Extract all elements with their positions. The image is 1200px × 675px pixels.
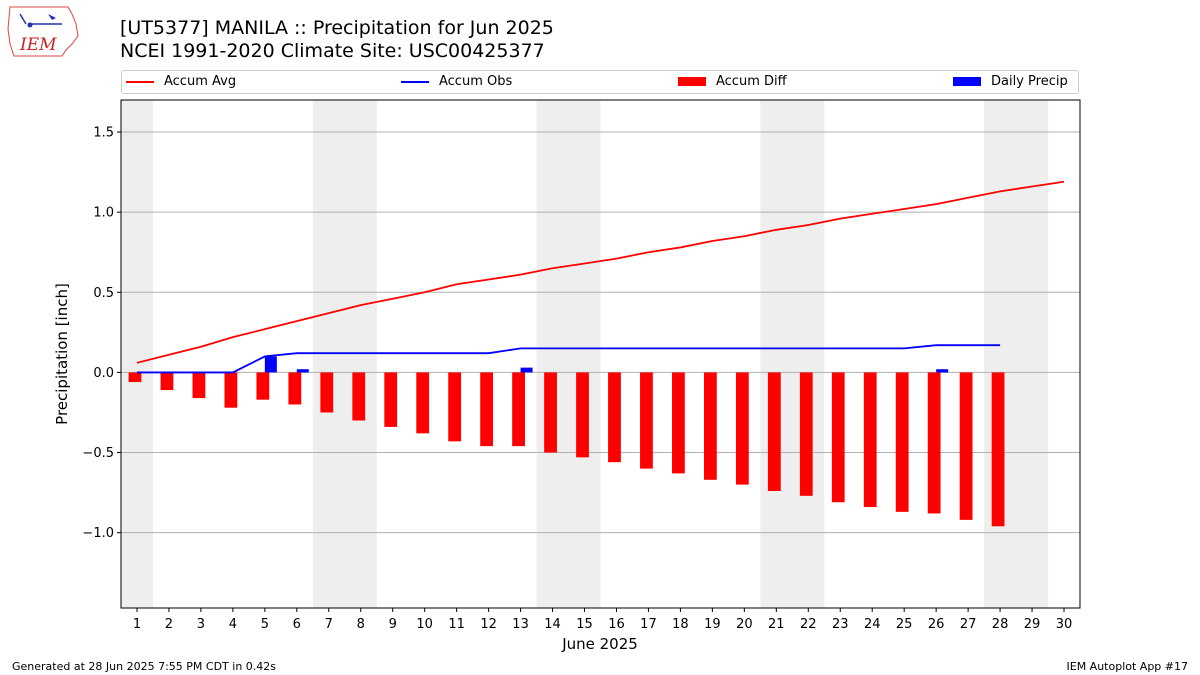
accum-diff-bar — [224, 372, 238, 408]
daily-precip-bar — [264, 356, 277, 373]
accum-diff-bar — [544, 372, 557, 453]
weekend-shade — [760, 100, 825, 608]
x-tick-label: 16 — [608, 617, 625, 632]
accum-diff-bar — [128, 372, 142, 383]
x-tick-label: 14 — [544, 617, 561, 632]
daily-precip-bar — [520, 367, 533, 373]
x-tick-label: 4 — [229, 617, 237, 632]
y-tick-label: 0.5 — [93, 286, 114, 301]
legend-swatch-accum-diff — [678, 77, 706, 86]
accum-diff-bar — [256, 372, 270, 400]
legend-swatch-daily-precip — [953, 77, 981, 86]
x-tick-label: 23 — [832, 617, 849, 632]
accum-diff-bar — [799, 372, 813, 496]
accum-diff-bar — [863, 372, 877, 508]
accum-diff-bar — [352, 372, 366, 421]
accum-diff-bar — [767, 372, 781, 492]
footer-app: IEM Autoplot App #17 — [1066, 660, 1189, 673]
accum-diff-bar — [927, 372, 941, 514]
accum-diff-bar — [288, 372, 302, 405]
weekend-shade — [121, 100, 153, 608]
legend-item-accum-diff: Accum Diff — [678, 74, 787, 89]
weekend-shade — [536, 100, 601, 608]
legend-label-accum-obs: Accum Obs — [439, 74, 513, 89]
legend-item-daily-precip: Daily Precip — [953, 74, 1068, 89]
accum-diff-bar — [576, 372, 589, 458]
x-tick-label: 1 — [133, 617, 141, 632]
x-tick-label: 30 — [1056, 617, 1073, 632]
x-tick-label: 19 — [704, 617, 721, 632]
legend: Accum Avg Accum Obs Accum Diff Daily Pre… — [121, 70, 1079, 94]
accum-diff-bar — [320, 372, 334, 413]
y-tick-label: −0.5 — [82, 446, 114, 461]
y-tick-label: −1.0 — [82, 526, 114, 541]
accum-diff-bar — [703, 372, 717, 480]
x-tick-label: 15 — [576, 617, 593, 632]
x-tick-label: 27 — [960, 617, 977, 632]
accum-diff-bar — [608, 372, 621, 463]
x-tick-label: 21 — [768, 617, 785, 632]
accum-diff-bar — [831, 372, 845, 503]
y-tick-label: 1.0 — [93, 206, 114, 221]
x-tick-label: 24 — [864, 617, 881, 632]
daily-precip-bar — [936, 369, 949, 373]
accum-obs-line — [136, 344, 1001, 374]
x-tick-label: 22 — [800, 617, 817, 632]
legend-item-accum-avg: Accum Avg — [126, 74, 236, 89]
x-tick-label: 29 — [1024, 617, 1041, 632]
x-tick-label: 28 — [992, 617, 1009, 632]
y-tick-label: 1.5 — [93, 126, 114, 141]
accum-diff-bar — [160, 372, 174, 391]
accum-avg-line — [136, 180, 1065, 364]
y-axis-label: Precipitation [inch] — [53, 283, 71, 425]
accum-diff-bar — [895, 372, 909, 512]
accum-diff-bar — [384, 372, 398, 427]
x-tick-label: 18 — [672, 617, 689, 632]
x-tick-label: 9 — [389, 617, 397, 632]
accum-diff-bar — [416, 372, 430, 434]
x-axis-label: June 2025 — [561, 635, 638, 653]
legend-label-accum-avg: Accum Avg — [164, 74, 237, 89]
x-tick-label: 6 — [293, 617, 301, 632]
legend-swatch-accum-obs — [401, 80, 429, 83]
x-tick-label: 17 — [640, 617, 657, 632]
x-tick-label: 26 — [928, 617, 945, 632]
x-tick-label: 5 — [261, 617, 269, 632]
accum-diff-bar — [512, 372, 525, 447]
legend-item-accum-obs: Accum Obs — [401, 74, 512, 89]
x-tick-label: 25 — [896, 617, 913, 632]
accum-diff-bar — [672, 372, 685, 474]
footer-generated: Generated at 28 Jun 2025 7:55 PM CDT in … — [12, 660, 277, 673]
x-tick-label: 2 — [165, 617, 173, 632]
x-tick-label: 8 — [357, 617, 365, 632]
x-tick-label: 13 — [512, 617, 529, 632]
accum-diff-bar — [480, 372, 494, 447]
daily-precip-bar — [296, 369, 309, 373]
accum-diff-bar — [991, 372, 1005, 527]
chart-title: [UT5377] MANILA :: Precipitation for Jun… — [120, 17, 554, 39]
x-tick-label: 20 — [736, 617, 753, 632]
accum-diff-bar — [640, 372, 653, 469]
legend-label-accum-diff: Accum Diff — [716, 74, 787, 89]
accum-diff-bar — [192, 372, 206, 399]
weekend-shade — [984, 100, 1049, 608]
x-tick-label: 12 — [480, 617, 497, 632]
accum-diff-bar — [959, 372, 973, 520]
x-tick-label: 11 — [448, 617, 465, 632]
y-tick-label: 0.0 — [93, 366, 114, 381]
iem-logo: IEM — [7, 6, 79, 57]
x-tick-label: 10 — [416, 617, 433, 632]
chart-subtitle: NCEI 1991-2020 Climate Site: USC00425377 — [120, 40, 545, 62]
legend-swatch-accum-avg — [126, 80, 154, 83]
accum-diff-bar — [448, 372, 462, 442]
x-tick-label: 3 — [197, 617, 205, 632]
accum-diff-bar — [735, 372, 749, 485]
legend-label-daily-precip: Daily Precip — [991, 74, 1068, 89]
plot-frame — [120, 99, 1081, 609]
x-tick-label: 7 — [325, 617, 333, 632]
logo-text: IEM — [19, 35, 57, 55]
